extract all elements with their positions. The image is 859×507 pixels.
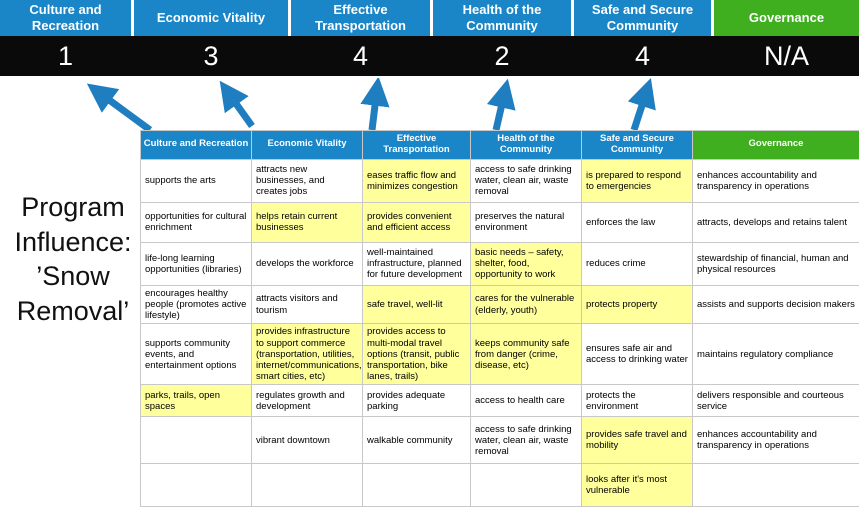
category-header-4: Health of the Community [433,0,571,36]
table-cell: helps retain current businesses [252,202,363,242]
up-arrow-icon [496,91,505,130]
table-cell: opportunities for cultural enrichment [141,202,252,242]
table-cell [363,464,471,507]
score-value-3: 4 [291,36,430,76]
table-cell: attracts, develops and retains talent [693,202,859,242]
table-row: life-long learning opportunities (librar… [141,242,859,285]
table-cell: enforces the law [582,202,693,242]
table-cell: delivers responsible and courteous servi… [693,385,859,417]
table-cell: develops the workforce [252,242,363,285]
table-cell: keeps community safe from danger (crime,… [471,324,582,385]
table-cell: well-maintained infrastructure, planned … [363,242,471,285]
up-arrow-icon [372,89,377,130]
score-value-2: 3 [134,36,288,76]
table-cell: is prepared to respond to emergencies [582,159,693,202]
score-value-5: 4 [574,36,711,76]
table-cell: looks after it's most vulnerable [582,464,693,507]
table-cell: protects property [582,285,693,324]
table-cell: provides infrastructure to support comme… [252,324,363,385]
table-row: supports community events, and entertain… [141,324,859,385]
table-cell: walkable community [363,417,471,464]
table-cell: provides access to multi-modal travel op… [363,324,471,385]
matrix-column-header: Culture and Recreation [141,131,252,160]
table-cell: supports the arts [141,159,252,202]
table-cell: regulates growth and development [252,385,363,417]
table-cell [471,464,582,507]
program-influence-label: Program Influence: ’Snow Removal’ [2,190,144,328]
category-header-6: Governance [714,0,859,36]
table-cell [252,464,363,507]
table-cell: enhances accountability and transparency… [693,159,859,202]
table-cell: preserves the natural environment [471,202,582,242]
category-header-2: Economic Vitality [134,0,288,36]
category-header-5: Safe and Secure Community [574,0,711,36]
table-cell: enhances accountability and transparency… [693,417,859,464]
table-cell: basic needs – safety, shelter, food, opp… [471,242,582,285]
matrix-column-header: Effective Transportation [363,131,471,160]
score-value-6: N/A [714,36,859,76]
table-cell: protects the environment [582,385,693,417]
table-cell: reduces crime [582,242,693,285]
table-cell [693,464,859,507]
table-cell: encourages healthy people (promotes acti… [141,285,252,324]
arrows-layer [0,78,700,134]
table-cell [141,417,252,464]
table-cell: ensures safe air and access to drinking … [582,324,693,385]
table-row: encourages healthy people (promotes acti… [141,285,859,324]
table-cell: maintains regulatory compliance [693,324,859,385]
table-cell: vibrant downtown [252,417,363,464]
matrix-column-header: Health of the Community [471,131,582,160]
score-value-4: 2 [433,36,571,76]
table-cell: attracts visitors and tourism [252,285,363,324]
table-row: looks after it's most vulnerable [141,464,859,507]
table-cell: access to safe drinking water, clean air… [471,417,582,464]
category-header-3: Effective Transportation [291,0,430,36]
table-cell: eases traffic flow and minimizes congest… [363,159,471,202]
matrix-column-header: Safe and Secure Community [582,131,693,160]
table-cell: cares for the vulnerable (elderly, youth… [471,285,582,324]
table-cell: life-long learning opportunities (librar… [141,242,252,285]
table-cell [141,464,252,507]
table-cell: parks, trails, open spaces [141,385,252,417]
table-cell: assists and supports decision makers [693,285,859,324]
matrix-column-header: Governance [693,131,859,160]
table-cell: stewardship of financial, human and phys… [693,242,859,285]
table-cell: supports community events, and entertain… [141,324,252,385]
table-cell: safe travel, well-lit [363,285,471,324]
up-arrow-icon [227,91,252,126]
table-cell: provides adequate parking [363,385,471,417]
up-arrow-icon [634,90,647,130]
table-cell: attracts new businesses, and creates job… [252,159,363,202]
matrix-column-header: Economic Vitality [252,131,363,160]
score-value-1: 1 [0,36,131,76]
table-cell: access to safe drinking water, clean air… [471,159,582,202]
table-cell: provides convenient and efficient access [363,202,471,242]
table-cell: access to health care [471,385,582,417]
category-header-1: Culture and Recreation [0,0,131,36]
table-cell: provides safe travel and mobility [582,417,693,464]
up-arrow-icon [97,91,150,130]
